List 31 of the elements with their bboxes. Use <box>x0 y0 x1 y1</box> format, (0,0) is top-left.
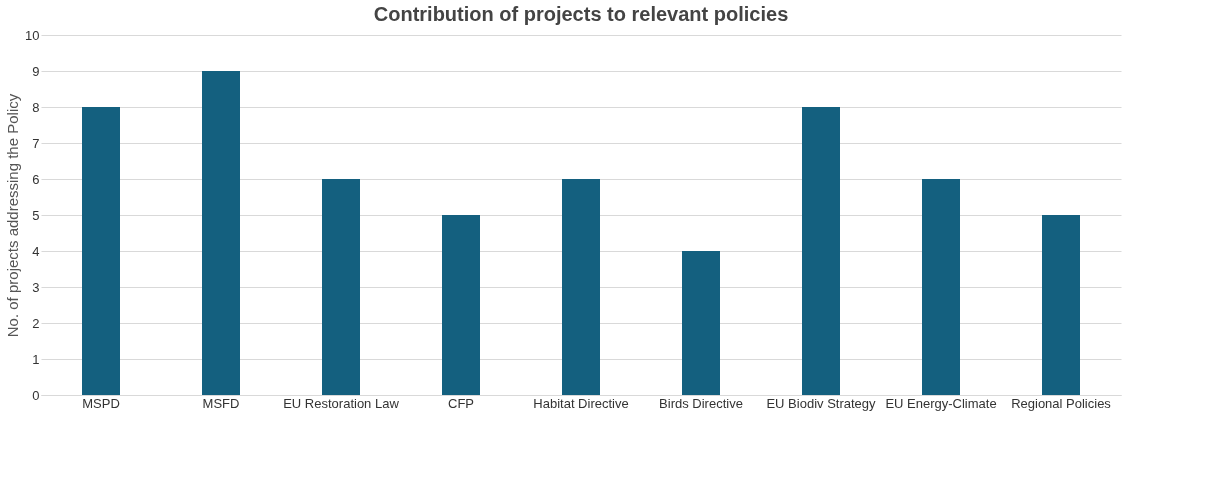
bar <box>1042 215 1080 395</box>
x-tick-label: MSPD <box>82 395 120 411</box>
x-tick-label: Birds Directive <box>659 395 743 411</box>
y-axis-title: No. of projects addressing the Policy <box>4 93 22 338</box>
x-tick-label: EU Biodiv Strategy <box>766 395 877 411</box>
y-tick-label: 4 <box>32 243 40 259</box>
x-tick-label: Habitat Directive <box>533 395 629 411</box>
x-tick-label: EU Restoration Law <box>283 395 400 411</box>
bar <box>682 251 720 395</box>
x-tick-label: MSFD <box>202 395 240 411</box>
y-tick-label: 5 <box>32 207 40 223</box>
bar <box>442 215 480 395</box>
y-tick-label: 2 <box>32 315 40 331</box>
y-tick-label: 1 <box>32 351 40 367</box>
y-tick-label: 3 <box>32 279 40 295</box>
bar <box>562 179 600 395</box>
x-tick-label: CFP <box>448 395 474 411</box>
chart-title: Contribution of projects to relevant policies <box>373 3 789 25</box>
y-tick-label: 0 <box>32 387 40 403</box>
y-tick-label: 6 <box>32 171 40 187</box>
y-tick-label: 7 <box>32 135 40 151</box>
bar <box>802 107 840 395</box>
x-tick-label: Regional Policies <box>1011 395 1112 411</box>
bar <box>922 179 960 395</box>
bar <box>82 107 120 395</box>
bar <box>202 71 240 395</box>
y-tick-label: 9 <box>32 63 40 79</box>
x-tick-label: EU Energy-Climate <box>885 395 997 411</box>
y-tick-label: 10 <box>25 27 40 43</box>
y-tick-label: 8 <box>32 99 40 115</box>
bar <box>322 179 360 395</box>
